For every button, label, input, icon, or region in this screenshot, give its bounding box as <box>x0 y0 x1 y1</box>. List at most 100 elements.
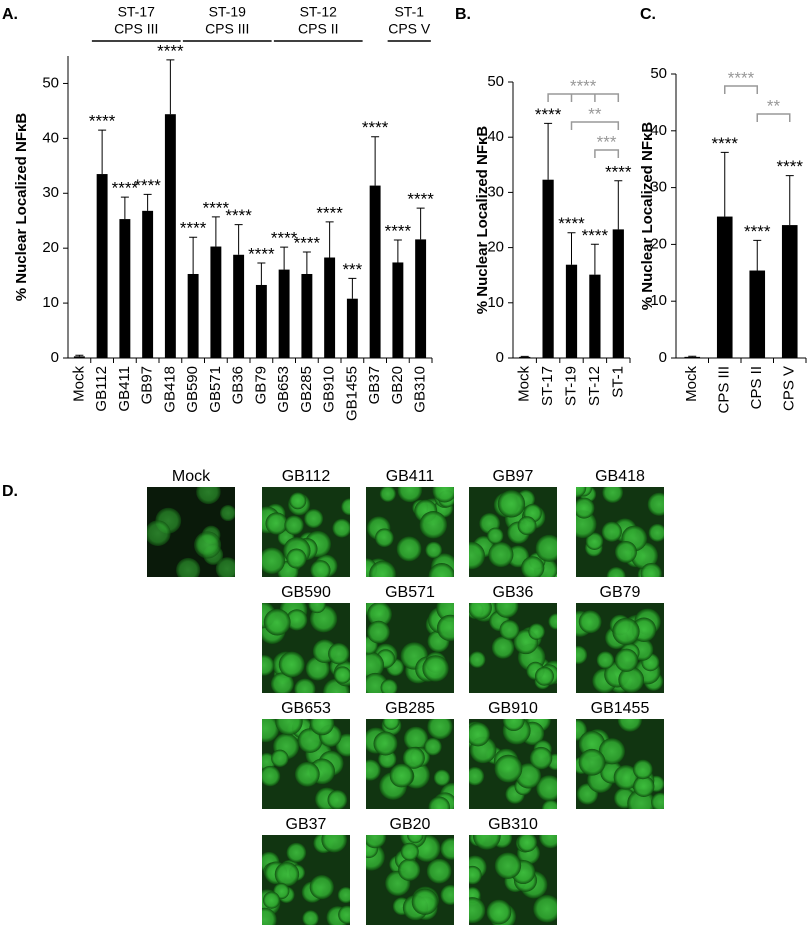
cell <box>497 490 526 518</box>
image-title: GB571 <box>385 584 435 601</box>
group-label: CPS III <box>114 21 158 37</box>
x-tick-label: CPS III <box>716 366 733 414</box>
comparison-bracket <box>570 121 620 130</box>
x-tick-label: CPS II <box>748 366 765 409</box>
y-tick-label: 30 <box>42 184 59 201</box>
y-tick-label: 0 <box>496 349 504 366</box>
y-tick-label: 50 <box>650 65 667 82</box>
significance-label: **** <box>558 214 585 233</box>
error-bar <box>143 193 152 211</box>
cell <box>196 487 221 505</box>
cell <box>472 835 501 850</box>
cell <box>215 557 235 577</box>
panel-label: A. <box>2 6 18 23</box>
cell <box>265 512 288 535</box>
cell <box>612 617 640 646</box>
cell <box>274 862 300 887</box>
error-bar <box>189 236 198 274</box>
bar <box>73 356 85 358</box>
error-bar <box>371 136 380 186</box>
micrograph-content <box>366 603 454 693</box>
group-label: CPS II <box>298 21 338 37</box>
significance-label: **** <box>777 157 804 176</box>
cell <box>332 518 350 538</box>
image-title: GB1455 <box>591 700 650 717</box>
y-tick-label: 40 <box>650 122 667 139</box>
cell <box>647 492 664 516</box>
error-bar <box>98 129 107 175</box>
x-tick-label: Mock <box>516 366 533 402</box>
cell <box>426 858 452 884</box>
cell <box>494 852 522 879</box>
group-label: ST-1 <box>394 4 424 20</box>
bar <box>301 273 313 358</box>
significance-label: **** <box>89 112 116 131</box>
y-tick-label: 40 <box>42 129 59 146</box>
cell <box>286 609 308 631</box>
comparison-bracket <box>547 93 620 102</box>
error-bar <box>416 207 425 240</box>
micrograph-content <box>366 487 454 577</box>
micrograph-content <box>262 487 350 577</box>
error-bar <box>75 354 84 357</box>
cell <box>488 542 514 568</box>
cell <box>576 645 588 665</box>
micrograph <box>262 719 350 809</box>
cell <box>304 509 324 529</box>
significance-label: **** <box>582 226 609 245</box>
micrograph <box>366 719 454 809</box>
micrograph <box>366 835 454 925</box>
x-tick-label: GB79 <box>252 366 269 404</box>
cell <box>432 487 454 503</box>
cell <box>278 651 305 678</box>
x-tick-label: GB20 <box>389 366 406 404</box>
significance-label: **** <box>316 203 343 222</box>
cell <box>425 541 443 559</box>
cell <box>341 498 350 516</box>
cell <box>382 719 400 730</box>
comparison-bracket <box>724 85 758 94</box>
x-tick-label: ST-17 <box>539 366 556 406</box>
cell <box>494 603 519 618</box>
cell <box>284 515 304 535</box>
bar <box>415 239 427 358</box>
significance-label: **** <box>712 134 739 153</box>
cell <box>407 835 424 844</box>
cell <box>539 835 557 849</box>
micrograph <box>262 603 350 693</box>
cell <box>402 746 425 769</box>
cell <box>533 894 557 923</box>
cell <box>369 560 396 577</box>
micrograph <box>576 603 664 693</box>
cell <box>651 792 664 809</box>
cell <box>576 497 595 519</box>
cell <box>398 858 421 881</box>
cell <box>422 655 449 682</box>
group-label: ST-12 <box>300 4 338 20</box>
comparison-label: **** <box>728 68 755 87</box>
image-title: GB910 <box>488 700 538 717</box>
image-title: GB310 <box>488 816 538 833</box>
cell <box>411 888 439 915</box>
cell <box>194 531 222 559</box>
bar <box>346 298 358 358</box>
y-axis-label: % Nuclear Localized NFκB <box>639 122 656 311</box>
significance-label: *** <box>342 260 362 279</box>
cell <box>366 835 387 849</box>
micrograph-content <box>147 487 235 577</box>
cell <box>486 899 512 925</box>
bar <box>324 257 336 358</box>
x-tick-label: CPS V <box>781 366 798 411</box>
cell <box>366 759 381 781</box>
x-tick-label: GB910 <box>321 366 338 413</box>
cell <box>433 769 451 786</box>
micrograph-content <box>262 719 350 809</box>
error-bar <box>688 355 697 357</box>
bar <box>612 229 624 358</box>
y-axis-label: % Nuclear Localized NFκB <box>474 126 491 315</box>
significance-label: **** <box>203 198 230 217</box>
cell <box>424 737 442 756</box>
micrograph <box>576 487 664 577</box>
error-bar <box>280 246 289 270</box>
